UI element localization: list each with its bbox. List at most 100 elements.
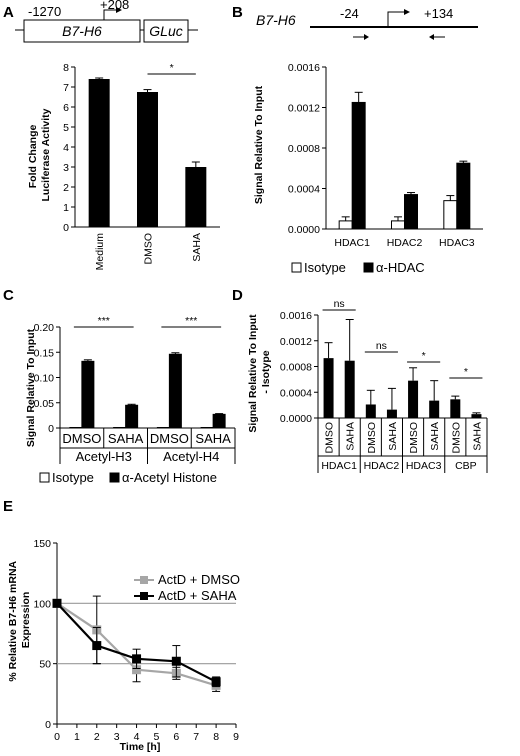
panel-d-ytick-label: 0.0012 xyxy=(280,336,312,348)
panel-d-plot: 0.0000 0.0004 0.0008 0.0012 0.0016 DMSO SAHA DM… xyxy=(280,298,488,473)
panel-d-xtick-label: DMSO xyxy=(324,422,336,454)
panel-c-ytick-label: 0.10 xyxy=(34,373,55,385)
panel-d-label: D xyxy=(232,287,243,304)
panel-a-ytick-label: 3 xyxy=(63,162,69,174)
primer-reverse-icon xyxy=(429,34,434,40)
panel-b-xtick-label: HDAC3 xyxy=(439,237,475,249)
panel-a-ytick-label: 0 xyxy=(63,222,69,234)
panel-e-ytick-label: 100 xyxy=(33,598,51,610)
panel-d-xtick-label: SAHA xyxy=(387,422,399,451)
panel-d-group-label: HDAC1 xyxy=(321,460,357,472)
panel-e: E % Relative B7-H6 mRNA Expression Time … xyxy=(3,498,240,753)
construct-gene-box xyxy=(23,19,141,43)
panel-c-group-label: Acetyl-H3 xyxy=(76,449,132,464)
panel-d-bar xyxy=(344,360,355,418)
panel-d: D Signal Relative To Input - Isotype 0.0… xyxy=(232,287,488,473)
panel-c-bar xyxy=(69,426,83,429)
panel-b-label: B xyxy=(232,4,243,21)
panel-d-significance-label: ns xyxy=(334,298,345,310)
panel-c: C Signal Relative To Input 0 0.05 0.10 0.15… xyxy=(3,287,236,485)
panel-a-plot: 0 1 2 3 4 5 6 7 8 Medium DMSO SAHA * xyxy=(63,62,220,270)
panel-a-significance-label: * xyxy=(170,62,174,74)
panel-d-bar xyxy=(365,404,376,418)
panel-c-xtick-label: SAHA xyxy=(195,431,231,446)
panel-e-xtick-label: 6 xyxy=(173,731,179,743)
panel-d-bar xyxy=(450,399,461,418)
construct-start: -1270 xyxy=(28,4,61,19)
panel-a-ylabel: Fold Change Luciferase Activity xyxy=(27,108,52,201)
panel-a-xtick-label: Medium xyxy=(94,233,106,271)
panel-b-xtick-label: HDAC1 xyxy=(334,237,370,249)
panel-e-ytick-label: 0 xyxy=(45,719,51,731)
panel-a-ytick-label: 6 xyxy=(63,102,69,114)
panel-e-xtick-label: 8 xyxy=(213,731,219,743)
panel-d-ytick-label: 0.0008 xyxy=(280,362,312,374)
panel-e-marker xyxy=(211,677,221,687)
legend-e-dmso-marker xyxy=(140,576,148,584)
panel-e-plot: 0 50 100 150 0 1 2 3 4 5 6 7 8 9 xyxy=(33,538,239,743)
legend-b-hdac-swatch xyxy=(363,262,374,273)
panel-d-ytick-label: 0.0004 xyxy=(280,387,312,399)
panel-c-significance-label: *** xyxy=(98,315,110,327)
panel-c-bar xyxy=(125,404,139,429)
panel-c-bar xyxy=(168,353,182,429)
panel-d-xtick-label: DMSO xyxy=(408,422,420,454)
construct-b-left: -24 xyxy=(340,6,359,21)
panel-a-ytick-label: 8 xyxy=(63,62,69,74)
panel-d-xtick-label: DMSO xyxy=(450,422,462,454)
panel-e-ylabel: % Relative B7-H6 mRNA Expression xyxy=(7,558,32,681)
panel-e-xtick-label: 1 xyxy=(74,731,80,743)
panel-e-legend: ActD + DMSO ActD + SAHA xyxy=(134,572,240,603)
legend-c-isotype-label: Isotype xyxy=(52,470,94,485)
panel-b-bar xyxy=(338,220,353,230)
tss-arrow xyxy=(103,9,116,20)
panel-c-plot: 0 0.05 0.10 0.15 0.20 DMSO SAHA DMSO SAHA Acetyl-… xyxy=(34,315,236,464)
panel-d-group-label: CBP xyxy=(455,460,477,472)
panel-e-marker xyxy=(171,656,181,666)
panel-d-bar xyxy=(386,409,397,418)
panel-c-group-label: Acetyl-H4 xyxy=(163,449,219,464)
panel-b-bar xyxy=(351,101,366,230)
panel-c-ytick-label: 0.20 xyxy=(34,322,55,334)
legend-c-histone-swatch xyxy=(109,472,120,483)
panel-b-xtick-label: HDAC2 xyxy=(387,237,423,249)
panel-b: B B7-H6 -24 +134 Signal Relative To Inpu… xyxy=(232,4,483,275)
panel-e-ytick-label: 50 xyxy=(39,659,51,671)
construct-reporter-name: GLuc xyxy=(149,23,182,39)
panel-b-bar xyxy=(456,162,471,230)
panel-e-ytick-label: 150 xyxy=(33,538,51,550)
panel-a-ytick-label: 5 xyxy=(63,122,69,134)
panel-d-xtick-label: SAHA xyxy=(429,422,441,451)
panel-a-ytick-label: 1 xyxy=(63,202,69,214)
legend-c-histone-label: α-Acetyl Histone xyxy=(122,470,217,485)
panel-c-bar xyxy=(200,426,214,429)
legend-e-saha-label: ActD + SAHA xyxy=(158,588,237,603)
panel-b-ytick-label: 0.0004 xyxy=(288,184,320,196)
panel-c-xtick-label: SAHA xyxy=(108,431,144,446)
panel-c-bar xyxy=(156,426,170,429)
panel-d-significance-label: * xyxy=(422,350,426,362)
panel-b-ytick-label: 0.0008 xyxy=(288,143,320,155)
construct-b-right: +134 xyxy=(424,6,453,21)
panel-e-marker xyxy=(52,598,62,608)
legend-b-hdac-label: α-HDAC xyxy=(376,260,425,275)
panel-d-xtick-label: SAHA xyxy=(471,422,483,451)
panel-e-xtick-label: 2 xyxy=(94,731,100,743)
panel-a-construct: B7-H6 GLuc -1270 +208 xyxy=(15,0,198,43)
panel-a-ytick-label: 7 xyxy=(63,82,69,94)
panel-d-bar xyxy=(408,380,419,418)
panel-d-xtick-label: SAHA xyxy=(345,422,357,451)
panel-c-xtick-label: DMSO xyxy=(62,431,101,446)
panel-e-label: E xyxy=(3,498,13,515)
legend-b-isotype-swatch xyxy=(291,262,302,273)
panel-b-legend: Isotype α-HDAC xyxy=(291,260,425,275)
panel-a-ytick-label: 2 xyxy=(63,182,69,194)
construct-b-gene: B7-H6 xyxy=(256,12,296,28)
primer-forward-icon xyxy=(364,34,369,40)
panel-c-legend: Isotype α-Acetyl Histone xyxy=(39,470,217,485)
panel-c-ytick-label: 0.05 xyxy=(34,398,55,410)
panel-d-ytick-label: 0.0000 xyxy=(280,413,312,425)
panel-e-xlabel: Time [h] xyxy=(120,741,161,753)
panel-d-xtick-label: DMSO xyxy=(366,422,378,454)
